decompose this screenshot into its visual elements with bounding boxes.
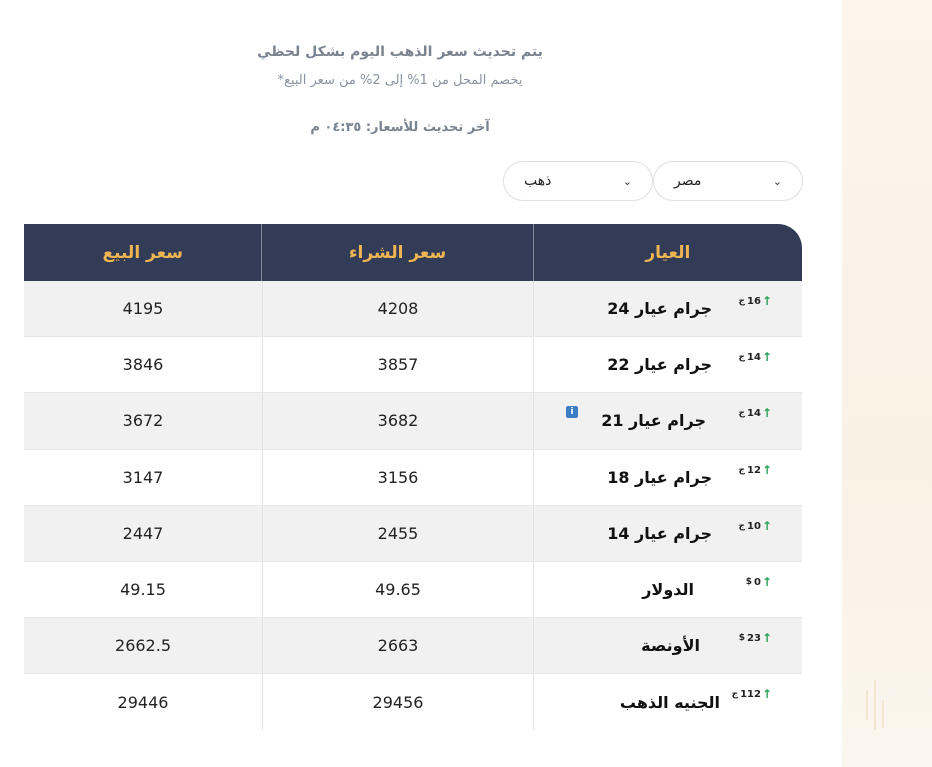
karat-name: جرام عيار 18 [607, 467, 712, 487]
karat-cell: $0 ↑ الدولار [533, 561, 802, 618]
table-header: العيار سعر الشراء سعر البيع [24, 224, 802, 281]
table-row: ج 14 ↑ جرام عيار 22 3857 3846 [24, 337, 802, 394]
currency-unit: ج [738, 296, 746, 306]
column-header-buy: سعر الشراء [261, 224, 532, 281]
karat-cell: ج 12 ↑ جرام عيار 18 [533, 449, 802, 505]
price-change: ج 10 ↑ [738, 518, 772, 533]
currency-unit: ج [738, 408, 746, 419]
buy-price: 3857 [262, 337, 533, 393]
table-row: ج 14 ↑ جرام عيار 21 i 3682 3672 [24, 393, 802, 450]
sell-price: 29446 [117, 692, 169, 712]
table-row: ج 12 ↑ جرام عيار 18 3156 3147 [24, 449, 802, 506]
info-icon[interactable]: i [566, 406, 578, 419]
buy-price: 2455 [262, 505, 533, 561]
change-value: 23 [747, 633, 761, 645]
change-value: 16 [747, 296, 761, 307]
arrow-up-icon: ↑ [761, 687, 772, 702]
sell-price: 2447 [122, 523, 164, 543]
buy-price: 3156 [262, 449, 533, 505]
karat-cell: ج 14 ↑ جرام عيار 21 i [533, 393, 802, 449]
table-row: $23 ↑ الأونصة 2663 2662.5 [24, 618, 802, 675]
price-change: $0 ↑ [745, 574, 772, 589]
column-header-karat: العيار [532, 224, 802, 281]
decor-line [874, 680, 876, 730]
sell-price: 2662.5 [115, 636, 171, 656]
country-select[interactable]: مصر ⌄ [653, 161, 803, 201]
arrow-up-icon: ↑ [761, 574, 772, 589]
karat-cell: ج 14 ↑ جرام عيار 22 [533, 337, 802, 393]
karat-name: جرام عيار 24 [607, 299, 712, 319]
sell-price: 3672 [122, 411, 164, 431]
price-change: ج 12 ↑ [738, 462, 772, 477]
karat-name: الدولار [642, 580, 694, 600]
karat-cell: ج 112 ↑ الجنيه الذهب [533, 674, 802, 730]
currency-unit: $ [738, 633, 746, 644]
metal-select-value: ذهب [524, 173, 552, 189]
karat-cell: ج 10 ↑ جرام عيار 14 [533, 505, 802, 561]
discount-note: *يخصم المحل من 1% إلى 2% من سعر البيع [277, 73, 523, 88]
sell-price: 3846 [122, 355, 164, 375]
karat-name: جرام عيار 14 [607, 523, 712, 543]
buy-price: 49.65 [262, 561, 533, 618]
arrow-up-icon: ↑ [761, 631, 772, 646]
price-change: $23 ↑ [738, 631, 772, 646]
buy-price: 2663 [262, 618, 533, 674]
karat-name: جرام عيار 22 [607, 355, 712, 375]
country-select-value: مصر [674, 173, 702, 189]
arrow-up-icon: ↑ [761, 294, 772, 308]
buy-price: 29456 [262, 674, 533, 730]
price-change: ج 14 ↑ [738, 406, 772, 421]
price-change: ج 14 ↑ [738, 350, 772, 365]
currency-unit: ج [738, 464, 746, 475]
currency-unit: $ [745, 576, 752, 587]
karat-name: الجنيه الذهب [619, 692, 720, 712]
change-value: 12 [747, 464, 761, 476]
change-value: 112 [740, 689, 761, 701]
decor-line [882, 700, 884, 728]
last-update-text: آخر تحديث للأسعار: ٠٤:٣٥ م [310, 120, 490, 135]
karat-name: الأونصة [641, 636, 700, 656]
arrow-up-icon: ↑ [761, 350, 772, 365]
decor-line [866, 690, 868, 720]
change-value: 0 [753, 576, 761, 588]
sell-price: 4195 [122, 299, 164, 319]
karat-cell: $23 ↑ الأونصة [533, 618, 802, 674]
page-title: يتم تحديث سعر الذهب اليوم بشكل لحظي [257, 44, 543, 60]
karat-cell: ج 16 ↑ جرام عيار 24 [533, 281, 802, 337]
buy-price: 3682 [262, 393, 533, 449]
table-row: ج 10 ↑ جرام عيار 14 2455 2447 [24, 505, 802, 562]
karat-name: جرام عيار 21 [601, 411, 706, 431]
currency-unit: ج [738, 520, 746, 531]
table-row: $0 ↑ الدولار 49.65 49.15 [24, 561, 802, 619]
currency-unit: ج [731, 689, 739, 700]
buy-price: 4208 [262, 281, 533, 337]
arrow-up-icon: ↑ [761, 462, 772, 477]
currency-unit: ج [738, 352, 746, 363]
column-header-sell: سعر البيع [102, 242, 183, 263]
chevron-down-icon: ⌄ [622, 174, 632, 188]
change-value: 10 [747, 520, 761, 532]
prices-table: العيار سعر الشراء سعر البيع ج 16 ↑ جرام عي… [24, 224, 802, 730]
arrow-up-icon: ↑ [761, 518, 772, 533]
arrow-up-icon: ↑ [761, 406, 772, 421]
change-value: 14 [747, 352, 761, 364]
sell-price: 49.15 [120, 580, 166, 600]
table-row: ج 112 ↑ الجنيه الذهب 29456 29446 [24, 674, 802, 730]
sell-price: 3147 [122, 467, 164, 487]
change-value: 14 [747, 408, 761, 420]
price-change: ج 16 ↑ [738, 294, 772, 308]
metal-select[interactable]: ذهب ⌄ [503, 161, 653, 201]
decorative-side-panel [842, 0, 932, 767]
price-change: ج 112 ↑ [731, 687, 772, 702]
chevron-down-icon: ⌄ [772, 174, 782, 188]
table-row: ج 16 ↑ جرام عيار 24 4208 4195 [24, 281, 802, 338]
